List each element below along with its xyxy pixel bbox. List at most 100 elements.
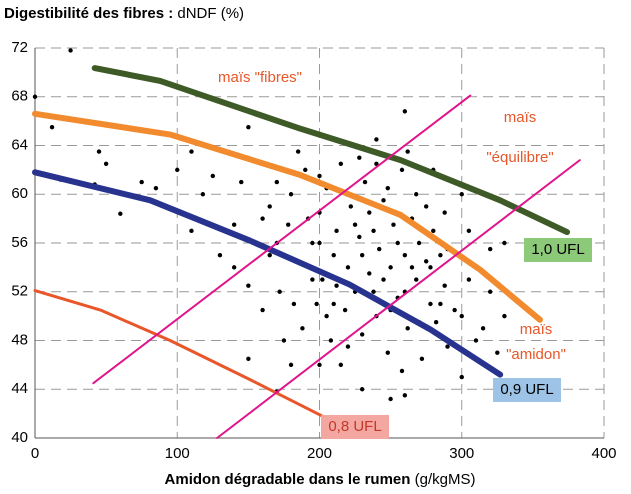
title-bold: Digestibilité des fibres : xyxy=(4,5,173,22)
point xyxy=(189,149,194,154)
point xyxy=(310,240,315,246)
point xyxy=(260,216,265,221)
point xyxy=(459,313,464,319)
point xyxy=(399,167,405,173)
point xyxy=(452,307,457,313)
y-tick-label: 72 xyxy=(11,39,28,56)
point xyxy=(442,210,447,215)
point xyxy=(502,313,507,319)
point xyxy=(466,228,472,234)
point xyxy=(402,393,408,398)
point xyxy=(371,228,376,234)
curve xyxy=(33,289,331,422)
point xyxy=(217,252,223,258)
y-tick-label: 44 xyxy=(11,380,28,397)
annotation: maïs "fibres" xyxy=(218,69,302,86)
point xyxy=(314,301,319,307)
y-tick-label: 64 xyxy=(11,136,28,153)
point xyxy=(288,192,294,197)
point xyxy=(345,265,351,270)
point xyxy=(473,338,479,343)
point xyxy=(210,173,216,179)
point xyxy=(395,240,400,246)
point xyxy=(428,301,433,307)
y-tick-label: 52 xyxy=(11,283,28,300)
y-tick-label: 60 xyxy=(11,185,28,202)
point xyxy=(32,94,38,99)
title-unit: dNDF (%) xyxy=(173,5,244,22)
point xyxy=(374,137,379,142)
label-box xyxy=(321,415,389,439)
point xyxy=(334,283,339,288)
point xyxy=(153,185,159,191)
x-tick-label: 300 xyxy=(449,445,474,462)
point xyxy=(352,222,358,227)
point xyxy=(428,265,433,270)
point xyxy=(459,192,464,197)
point xyxy=(267,204,272,209)
curve xyxy=(216,159,581,439)
annotation: maïs xyxy=(504,109,537,126)
point xyxy=(118,211,123,216)
point xyxy=(49,125,55,130)
point xyxy=(399,368,405,374)
point xyxy=(409,265,415,270)
point xyxy=(419,356,425,361)
point xyxy=(402,252,408,258)
point xyxy=(402,109,408,114)
point xyxy=(371,289,376,294)
point xyxy=(317,240,322,246)
annotation: maïs xyxy=(520,321,553,338)
label-box xyxy=(493,378,561,402)
point xyxy=(331,252,336,258)
annotation: 1,0 UFL xyxy=(531,241,584,258)
point xyxy=(295,149,301,154)
curve xyxy=(32,110,543,323)
x-tick-label: 400 xyxy=(591,445,616,462)
point xyxy=(189,228,194,234)
point xyxy=(317,173,322,179)
y-tick-label: 48 xyxy=(11,331,28,348)
point xyxy=(445,344,450,349)
point xyxy=(320,277,325,282)
point xyxy=(405,149,410,154)
point xyxy=(68,48,73,53)
point xyxy=(96,149,102,154)
y-tick-label: 56 xyxy=(11,234,28,251)
x-tick-label: 100 xyxy=(165,445,190,462)
point xyxy=(317,362,322,368)
point xyxy=(433,320,439,325)
y-tick-label: 40 xyxy=(11,429,28,446)
point xyxy=(239,179,244,185)
point xyxy=(267,252,272,258)
point xyxy=(288,362,294,368)
point xyxy=(331,301,336,307)
point xyxy=(362,179,368,185)
point xyxy=(324,313,329,319)
annotation: 0,9 UFL xyxy=(500,381,553,398)
x-label-bold: Amidon dégradable dans le rumen xyxy=(165,471,411,488)
point xyxy=(374,161,379,166)
point xyxy=(442,283,447,288)
point xyxy=(345,344,351,349)
point xyxy=(103,161,109,166)
point xyxy=(246,125,251,130)
point xyxy=(385,185,390,191)
point xyxy=(367,210,372,215)
point xyxy=(200,192,206,197)
point xyxy=(416,240,422,246)
point xyxy=(359,252,365,258)
point xyxy=(300,326,305,331)
point xyxy=(246,356,251,361)
curve xyxy=(92,94,472,385)
point xyxy=(338,362,344,368)
point xyxy=(388,265,393,270)
point xyxy=(431,228,436,234)
point xyxy=(139,179,144,185)
point xyxy=(459,374,464,380)
point xyxy=(328,338,334,343)
point xyxy=(502,240,507,246)
point xyxy=(291,301,297,307)
point xyxy=(274,179,280,185)
